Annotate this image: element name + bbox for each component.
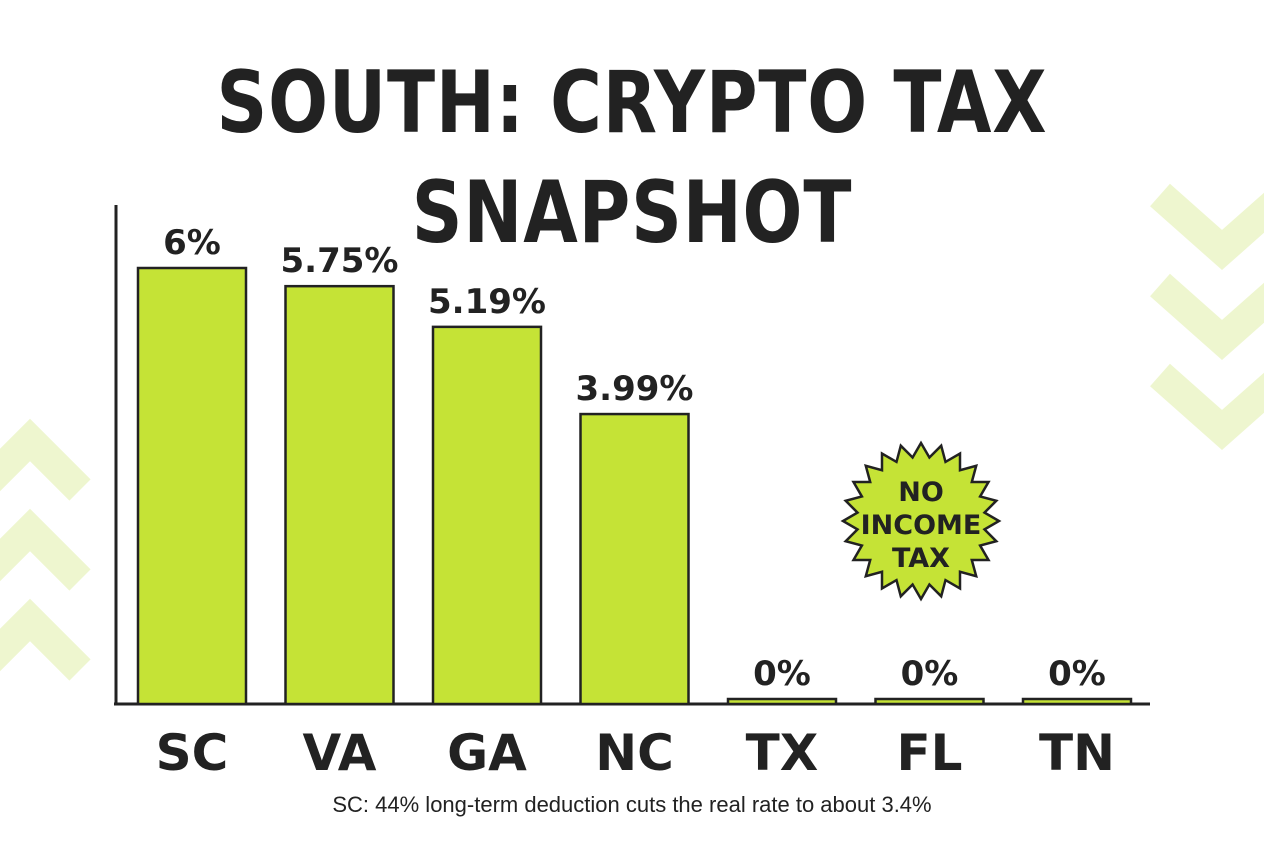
bar-ga (431, 325, 543, 706)
chevron-down-icon (1150, 363, 1264, 451)
bar-fl (874, 697, 985, 706)
tick-label-nc: NC (595, 724, 674, 782)
tick-label-tn: TN (1039, 724, 1115, 782)
no-income-tax-badge: NO INCOME TAX (840, 440, 1002, 602)
bar-va (284, 284, 395, 706)
chevron-up-icon (0, 418, 91, 501)
tick-label-sc: SC (156, 724, 229, 782)
value-label-va: 5.75% (281, 241, 399, 281)
value-label-ga: 5.19% (428, 282, 546, 322)
value-label-tx: 0% (753, 654, 811, 694)
value-label-fl: 0% (901, 654, 959, 694)
chevron-down-icon (1150, 273, 1264, 361)
value-label-sc: 6% (163, 223, 221, 263)
value-label-tn: 0% (1048, 654, 1106, 694)
bar-tn (1021, 697, 1133, 706)
starburst-shape (840, 440, 1002, 602)
chevron-up-decoration (0, 418, 91, 681)
badge-text-line: TAX (892, 543, 950, 574)
footnote: SC: 44% long-term deduction cuts the rea… (332, 792, 932, 817)
chevron-down-icon (1150, 183, 1264, 271)
badge-text-line: INCOME (861, 510, 982, 541)
chart-title: SOUTH: CRYPTO TAX SNAPSHOT (216, 53, 1048, 263)
chevron-up-icon (0, 598, 91, 681)
tick-label-va: VA (303, 724, 377, 782)
bar-sc (136, 266, 248, 706)
bar-nc (579, 412, 690, 706)
chevron-up-icon (0, 508, 91, 591)
badge-text-line: NO (898, 477, 944, 508)
bar-tx (726, 697, 838, 706)
tick-label-tx: TX (746, 724, 819, 782)
tick-label-ga: GA (447, 724, 527, 782)
tick-label-fl: FL (896, 724, 962, 782)
value-label-nc: 3.99% (576, 369, 694, 409)
chevron-down-decoration (1150, 183, 1264, 451)
